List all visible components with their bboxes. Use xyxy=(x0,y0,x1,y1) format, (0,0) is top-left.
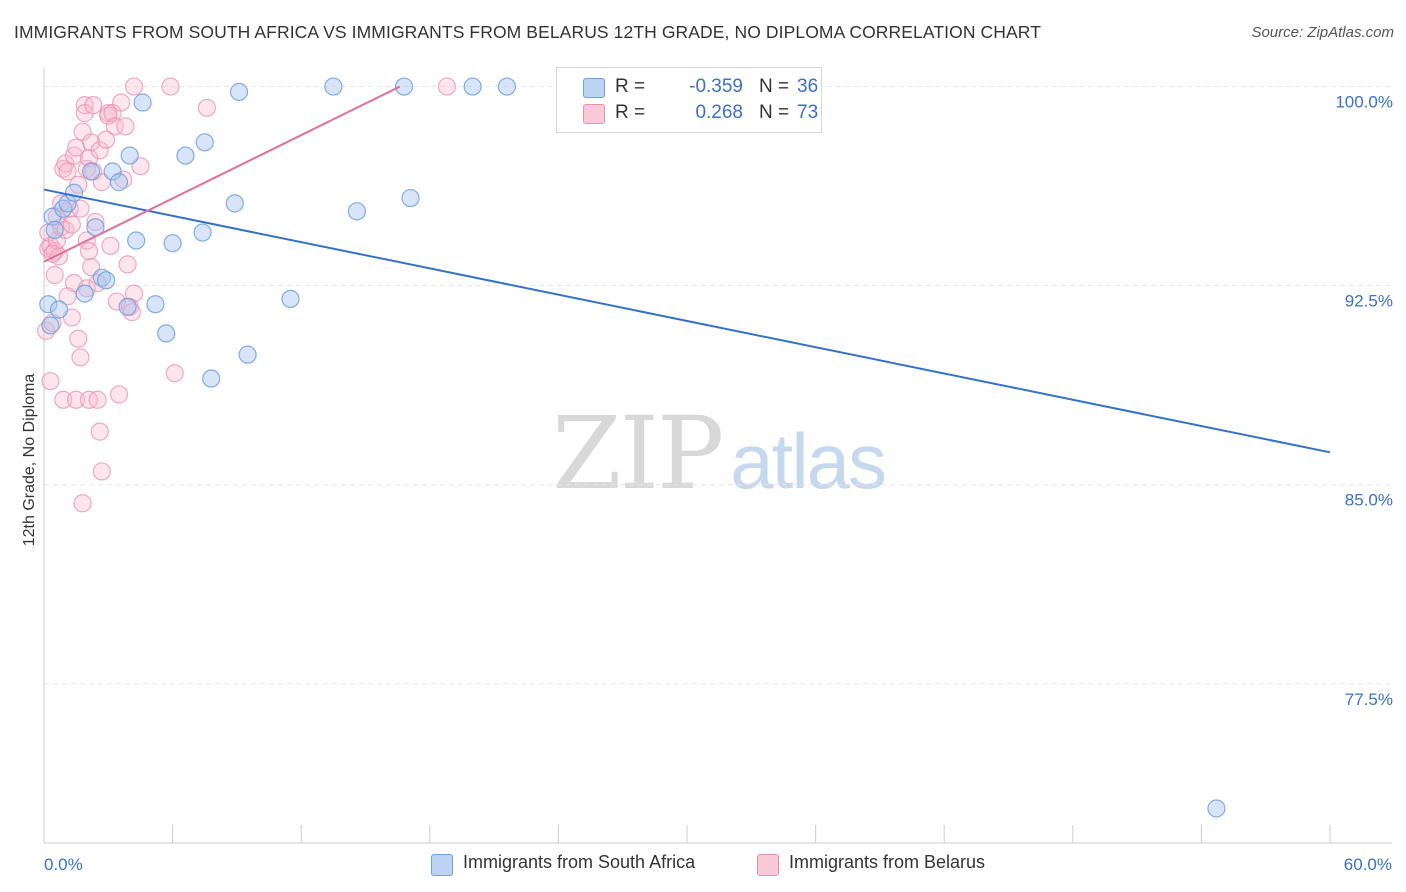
south-africa-point xyxy=(202,369,221,388)
south-africa-point xyxy=(41,316,60,335)
y-tick-label: 77.5% xyxy=(1345,690,1393,709)
south-africa-point xyxy=(347,202,367,221)
south-africa-point xyxy=(82,162,101,181)
south-africa-point xyxy=(75,284,94,303)
x-tick-label: 0.0% xyxy=(44,855,83,874)
south-africa-point xyxy=(401,188,420,208)
legend-r-label: R = xyxy=(615,76,646,97)
south-africa-point xyxy=(118,297,137,316)
belarus-point xyxy=(165,364,184,383)
south-africa-point xyxy=(120,146,139,165)
zipatlas-watermark: ZIP atlas xyxy=(552,404,887,505)
belarus-point xyxy=(124,77,144,96)
belarus-point xyxy=(112,93,131,112)
belarus-point xyxy=(84,96,103,115)
south-africa-point xyxy=(229,82,249,101)
belarus-point xyxy=(71,348,90,367)
legend-swatch-belarus xyxy=(583,104,605,124)
watermark-zip: ZIP xyxy=(552,395,724,512)
south-africa-point xyxy=(39,295,58,314)
bottom-legend-label: Immigrants from Belarus xyxy=(789,852,986,872)
legend-r-value: -0.359 xyxy=(689,76,743,97)
south-africa-point xyxy=(195,133,214,152)
belarus-point xyxy=(97,130,116,149)
belarus-point xyxy=(101,236,120,255)
south-africa-point xyxy=(49,300,69,319)
south-africa-point xyxy=(497,77,517,96)
bottom-legend-swatch-belarus xyxy=(757,854,779,876)
bottom-legend-label: Immigrants from South Africa xyxy=(463,852,696,872)
south-africa-point xyxy=(463,77,482,96)
legend-r-label: R = xyxy=(615,102,646,123)
belarus-point xyxy=(86,212,105,232)
south-africa-point xyxy=(157,324,176,343)
south-africa-trend-line xyxy=(43,188,1331,454)
belarus-point xyxy=(62,215,81,234)
belarus-point xyxy=(73,494,92,513)
belarus-point xyxy=(54,390,73,409)
belarus-point xyxy=(90,422,109,441)
south-africa-point xyxy=(281,289,300,309)
belarus-point xyxy=(197,98,216,117)
south-africa-point xyxy=(394,77,414,96)
belarus-point xyxy=(92,462,111,481)
belarus-point xyxy=(105,117,124,136)
south-africa-point xyxy=(133,93,152,112)
y-tick-label: 100.0% xyxy=(1335,93,1393,112)
y-axis-title: 12th Grade, No Diploma xyxy=(21,373,38,547)
south-africa-point xyxy=(238,345,257,364)
y-tick-label: 92.5% xyxy=(1345,292,1393,311)
south-africa-point xyxy=(103,162,122,181)
belarus-point xyxy=(41,372,60,391)
south-africa-point xyxy=(193,223,212,242)
south-africa-point xyxy=(127,231,146,250)
chart-title: IMMIGRANTS FROM SOUTH AFRICA VS IMMIGRAN… xyxy=(14,22,1041,42)
belarus-trend-line xyxy=(43,85,401,263)
legend-swatch-south-africa xyxy=(583,78,605,98)
x-tick-label: 60.0% xyxy=(1344,855,1392,874)
belarus-point xyxy=(58,162,77,181)
y-tick-label: 85.0% xyxy=(1345,491,1393,510)
belarus-point xyxy=(67,390,86,409)
south-africa-point xyxy=(163,234,182,253)
south-africa-point xyxy=(324,77,343,96)
belarus-point xyxy=(45,265,64,285)
belarus-point xyxy=(90,141,109,160)
belarus-point xyxy=(88,390,107,409)
south-africa-point xyxy=(1207,799,1226,818)
legend-r-value: 0.268 xyxy=(695,102,743,123)
south-africa-point xyxy=(176,146,195,165)
bottom-legend-swatch-south-africa xyxy=(431,854,453,876)
correlation-legend: R = -0.359 N = 36 R = 0.268 N = 73 xyxy=(556,67,822,133)
south-africa-point xyxy=(225,194,244,213)
south-africa-point xyxy=(146,295,165,314)
legend-n-value: 36 xyxy=(797,76,819,97)
legend-n-value: 73 xyxy=(797,102,819,123)
south-africa-point xyxy=(45,220,64,240)
belarus-point xyxy=(161,77,180,96)
south-africa-point xyxy=(64,183,84,202)
legend-n-label: N = xyxy=(759,76,790,97)
belarus-point xyxy=(116,117,135,136)
legend-n-label: N = xyxy=(759,102,790,123)
watermark-atlas: atlas xyxy=(730,417,887,505)
belarus-point xyxy=(437,77,457,96)
belarus-point xyxy=(79,242,99,261)
belarus-point xyxy=(109,385,129,404)
belarus-point xyxy=(118,255,137,274)
source-label: Source: ZipAtlas.com xyxy=(1251,24,1394,41)
belarus-point xyxy=(69,329,88,348)
south-africa-point xyxy=(109,173,129,192)
south-africa-point xyxy=(97,271,116,290)
